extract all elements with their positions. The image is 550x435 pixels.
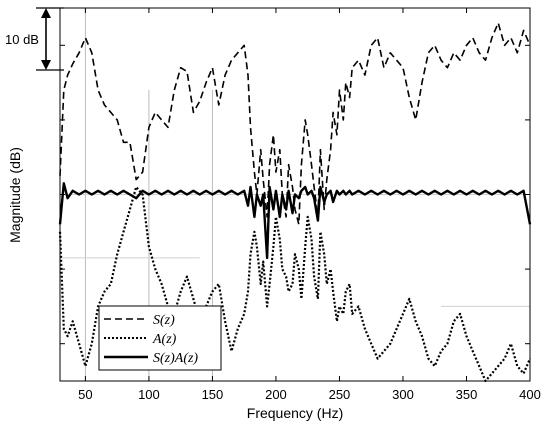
series-line-2 <box>58 185 532 383</box>
scale-bar-top-arrow <box>41 8 51 18</box>
x-tick-label: 50 <box>78 387 92 402</box>
x-axis-label: Frequency (Hz) <box>247 405 343 421</box>
series-line-1 <box>59 22 531 226</box>
scale-bar-label: 10 dB <box>5 32 39 47</box>
x-tick-label: 100 <box>138 387 160 402</box>
legend-label-sa: S(z)A(z) <box>153 351 198 366</box>
legend-box <box>98 305 222 371</box>
series-line-3 <box>58 182 532 260</box>
y-ticks <box>60 44 530 345</box>
series-layer <box>58 22 532 383</box>
legend-label-s: S(z) <box>153 313 175 328</box>
x-ticks: 50 100 150 200 250 300 350 400 <box>78 8 541 402</box>
x-tick-label: 350 <box>456 387 478 402</box>
x-tick-label: 250 <box>329 387 351 402</box>
x-tick-label: 300 <box>392 387 414 402</box>
scale-bar-bottom-arrow <box>41 60 51 70</box>
legend-label-a: A(z) <box>152 332 177 347</box>
y-axis-label: Magnitude (dB) <box>7 147 23 243</box>
scale-bar: 10 dB <box>5 7 64 71</box>
x-tick-label: 400 <box>519 387 541 402</box>
x-tick-label: 200 <box>265 387 287 402</box>
legend: S(z) A(z) S(z)A(z) <box>98 305 222 371</box>
x-tick-label: 150 <box>202 387 224 402</box>
